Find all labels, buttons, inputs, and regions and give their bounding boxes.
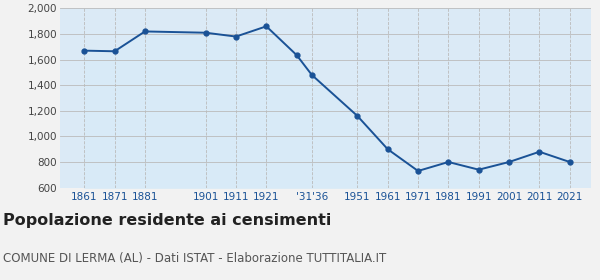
Text: COMUNE DI LERMA (AL) - Dati ISTAT - Elaborazione TUTTITALIA.IT: COMUNE DI LERMA (AL) - Dati ISTAT - Elab… xyxy=(3,252,386,265)
Text: Popolazione residente ai censimenti: Popolazione residente ai censimenti xyxy=(3,213,331,228)
